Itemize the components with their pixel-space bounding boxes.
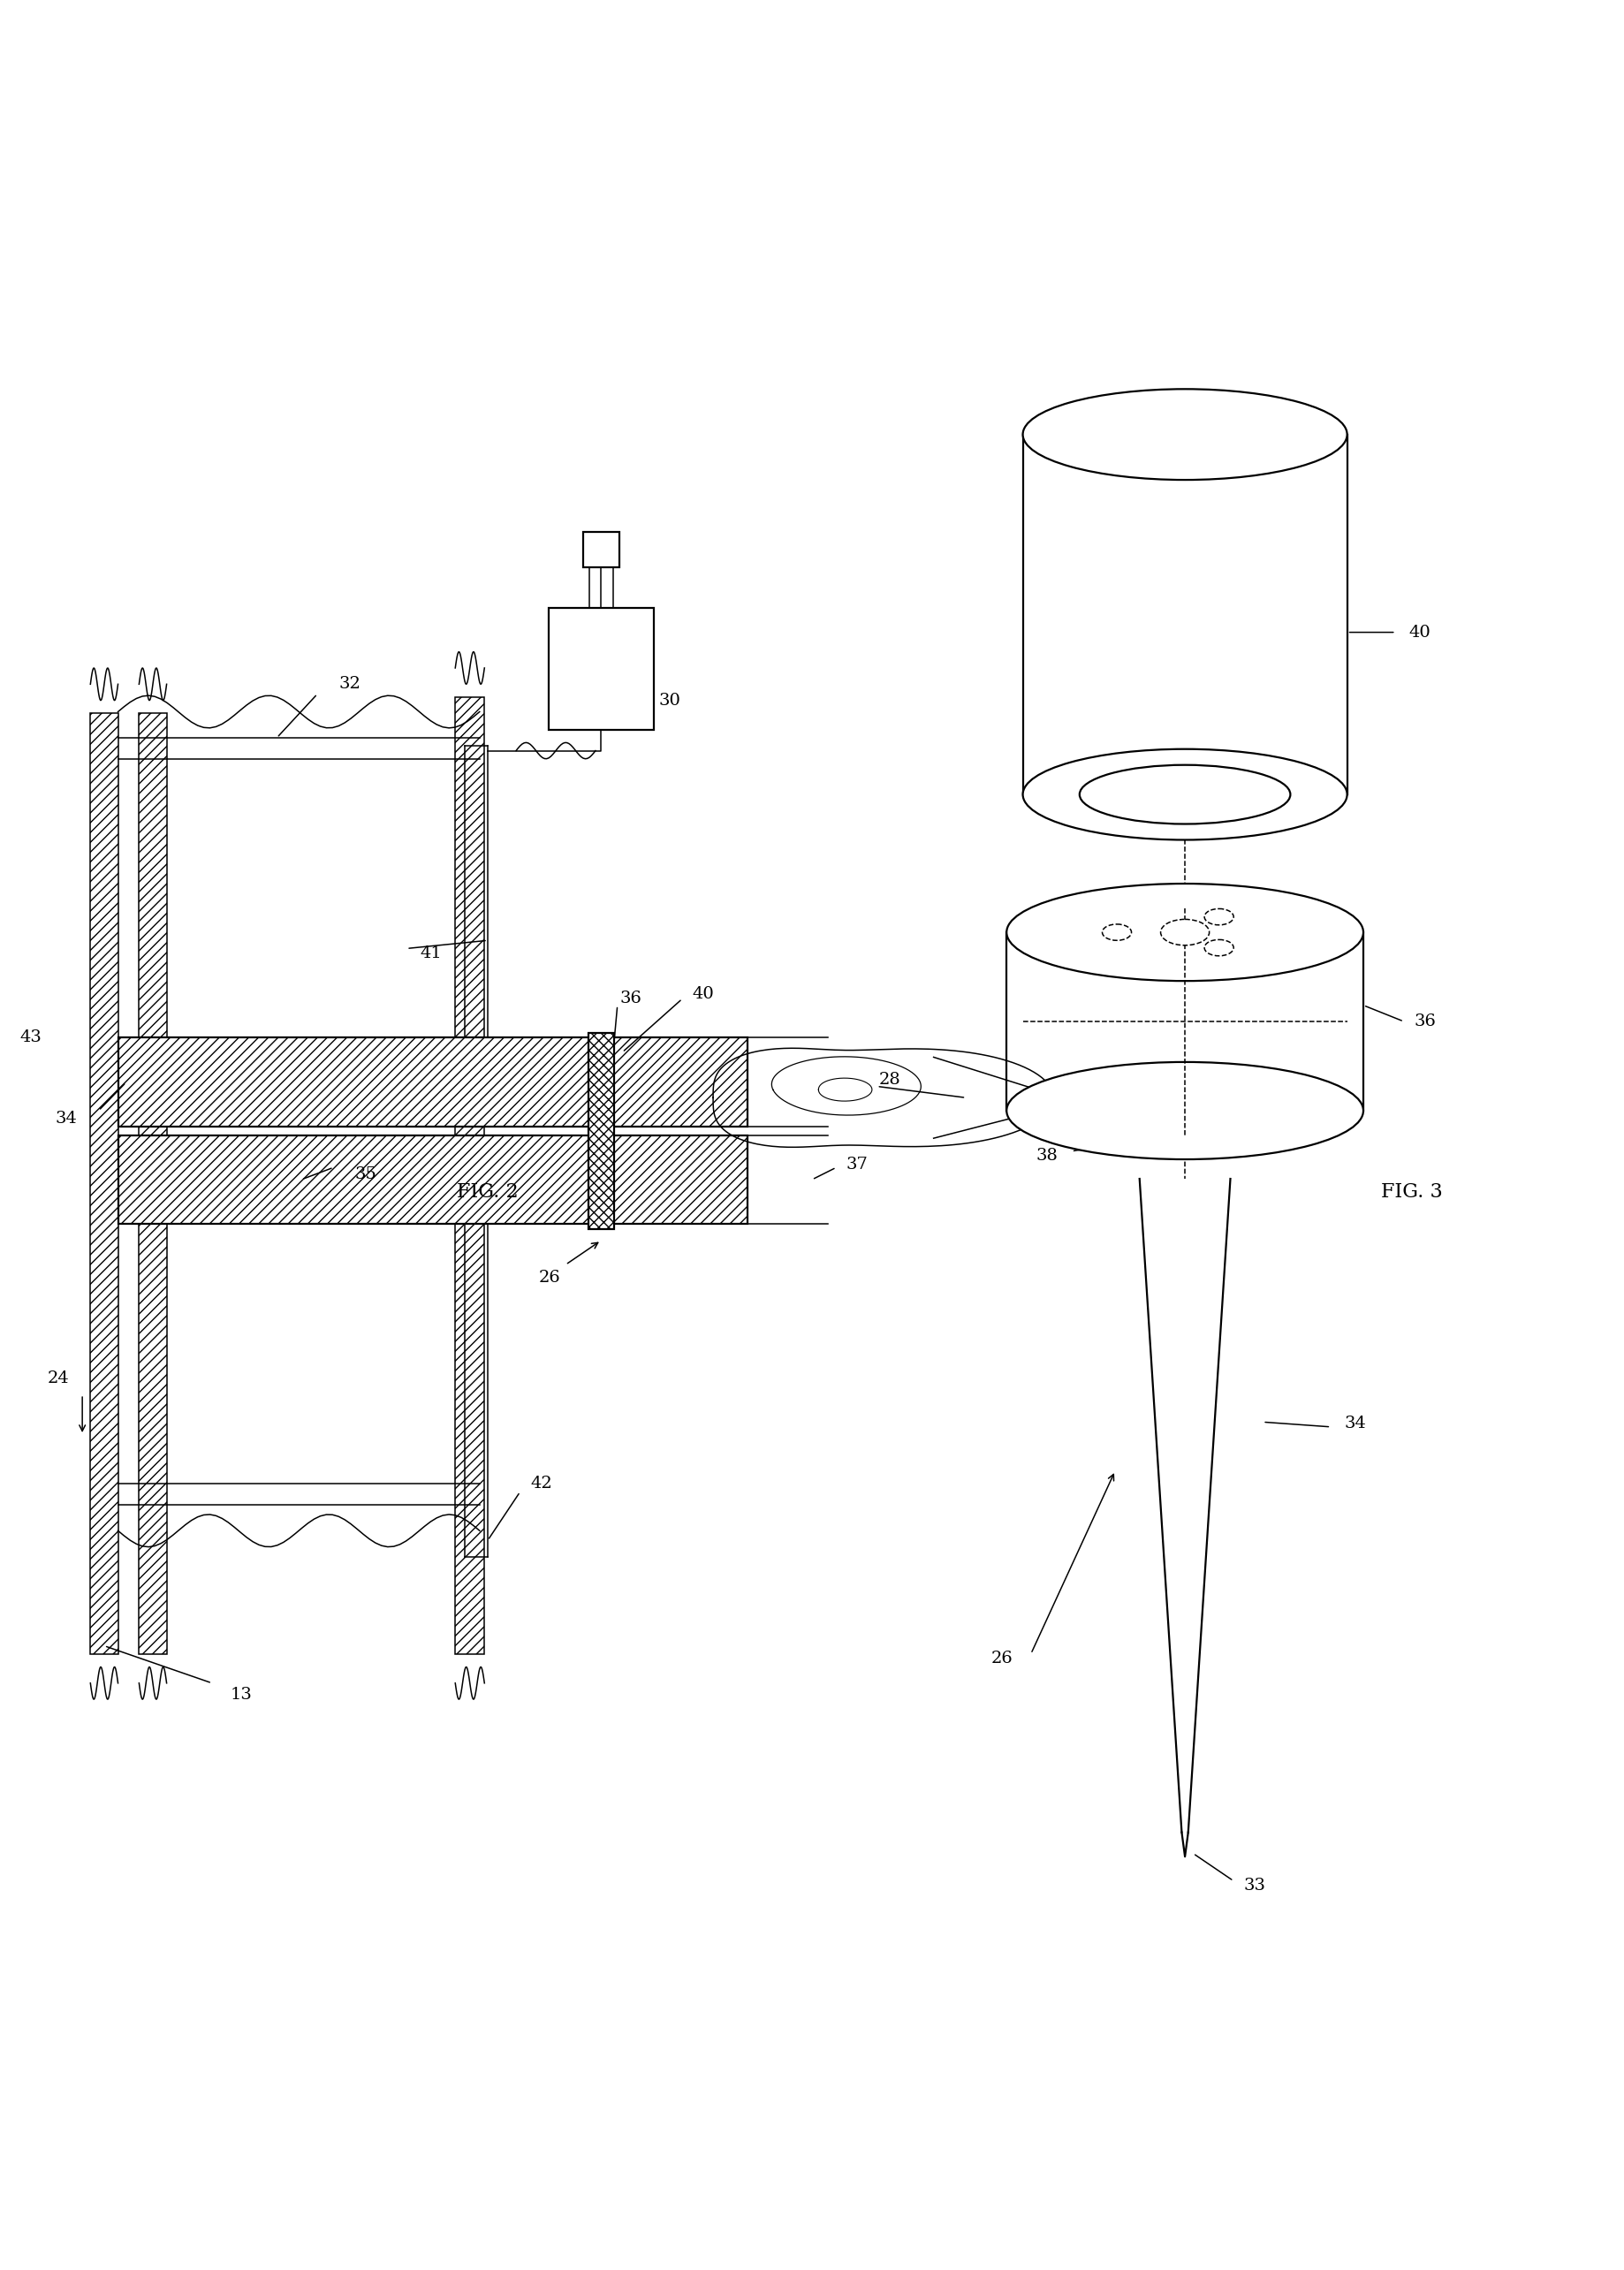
Ellipse shape: [1161, 919, 1210, 944]
Ellipse shape: [1205, 908, 1234, 924]
Bar: [119, 1037, 747, 1126]
Text: 33: 33: [1244, 1877, 1265, 1893]
Text: 38: 38: [1036, 1149, 1059, 1165]
Bar: [119, 1135, 747, 1224]
Bar: [140, 713, 167, 1655]
Text: 36: 36: [1415, 1012, 1436, 1028]
Text: 32: 32: [339, 676, 361, 692]
Text: 41: 41: [421, 944, 442, 960]
Text: 34: 34: [55, 1110, 76, 1126]
Text: 24: 24: [47, 1371, 68, 1387]
Bar: [588, 1033, 614, 1228]
Text: 13: 13: [231, 1687, 252, 1702]
Text: 26: 26: [991, 1650, 1013, 1666]
Ellipse shape: [1205, 940, 1234, 956]
Bar: [119, 1037, 747, 1126]
Text: 37: 37: [846, 1155, 869, 1171]
Ellipse shape: [1023, 749, 1348, 840]
Ellipse shape: [1103, 924, 1132, 940]
Bar: [549, 608, 654, 729]
Text: 40: 40: [692, 985, 715, 1001]
Ellipse shape: [1007, 1062, 1363, 1160]
Bar: [455, 697, 484, 1655]
Text: 28: 28: [879, 1071, 901, 1087]
Ellipse shape: [1080, 765, 1291, 824]
Bar: [91, 713, 119, 1655]
Ellipse shape: [1007, 883, 1363, 981]
Bar: [140, 713, 167, 1655]
Bar: [588, 1033, 614, 1228]
Text: FIG. 3: FIG. 3: [1380, 1183, 1442, 1201]
Bar: [583, 531, 619, 568]
Text: 36: 36: [619, 990, 641, 1006]
Bar: [119, 1135, 747, 1224]
Ellipse shape: [1023, 388, 1348, 479]
Text: 43: 43: [19, 1031, 41, 1046]
Bar: [455, 697, 484, 1655]
Text: 35: 35: [356, 1167, 377, 1183]
Text: 42: 42: [531, 1476, 552, 1491]
Text: FIG. 2: FIG. 2: [456, 1183, 518, 1201]
Text: 26: 26: [539, 1269, 560, 1285]
Text: 40: 40: [1410, 624, 1431, 640]
Text: 30: 30: [658, 692, 680, 708]
Bar: [91, 713, 119, 1655]
Text: 34: 34: [1345, 1416, 1366, 1432]
